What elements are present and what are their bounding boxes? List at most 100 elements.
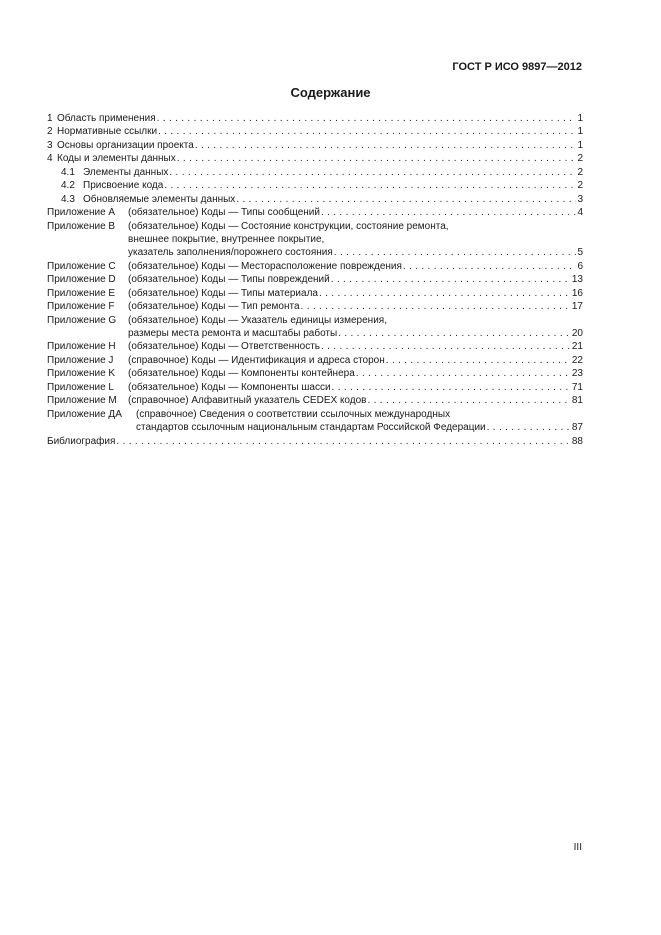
toc-entry-continuation: внешнее покрытие, внутреннее покрытие, (47, 233, 583, 246)
entry-title: (справочное) Алфавитный указатель CEDEX … (128, 395, 367, 407)
entry-title: Библиография (47, 435, 116, 447)
entry-number: Приложение E (47, 287, 116, 299)
entry-number (47, 233, 128, 246)
entry-number: 3 (47, 139, 53, 151)
toc-entry[interactable]: Приложение D (обязательное) Коды — Типы п… (47, 273, 583, 286)
entry-number: Приложение F (47, 301, 115, 313)
entry-page: 16 (571, 287, 583, 299)
dot-leader (116, 435, 570, 448)
entry-title: (справочное) Коды — Идентификация и адре… (128, 354, 385, 366)
entry-number: Приложение ДА (47, 408, 122, 420)
entry-title: стандартов ссылочным национальным станда… (136, 422, 486, 434)
toc-entry[interactable]: Приложение А (обязательное) Коды — Типы с… (47, 206, 583, 219)
dot-leader (487, 421, 571, 434)
entry-title: (обязательное) Коды — Компоненты контейн… (128, 368, 355, 380)
toc-entry[interactable]: 4.2 Присвоение кода 2 (47, 179, 583, 192)
dot-leader (236, 193, 576, 206)
entry-page: 1 (577, 113, 583, 124)
entry-title: Обновляемые элементы данных (83, 193, 236, 205)
entry-title: Нормативные ссылки (57, 126, 158, 138)
document-designation: ГОСТ Р ИСО 9897—2012 (452, 61, 582, 73)
entry-page: 23 (571, 368, 583, 380)
dot-leader (195, 139, 577, 152)
entry-number: 2 (47, 126, 53, 138)
toc-entry-continuation: стандартов ссылочным национальным станда… (47, 421, 583, 434)
entry-page: 6 (577, 260, 583, 272)
entry-title: внешнее покрытие, внутреннее покрытие, (128, 233, 325, 245)
toc-entry[interactable]: Приложение L (обязательное) Коды — Компон… (47, 381, 583, 394)
entry-number: 1 (47, 113, 53, 124)
entry-title: Основы организации проекта (57, 139, 194, 151)
entry-number: 4 (47, 153, 53, 165)
entry-page: 1 (577, 139, 583, 151)
toc-entry-continuation: размеры места ремонта и масштабы работы 2… (47, 327, 583, 340)
toc-entry[interactable]: Приложение F (обязательное) Коды — Тип ре… (47, 300, 583, 313)
toc-entry[interactable]: Приложение M (справочное) Алфавитный указ… (47, 394, 583, 407)
toc-entry[interactable]: Приложение K (обязательное) Коды — Компон… (47, 367, 583, 380)
dot-leader (319, 287, 571, 300)
page-number: III (573, 842, 582, 853)
entry-page: 3 (577, 193, 583, 205)
entry-number: Приложение D (47, 274, 116, 286)
entry-title: Присвоение кода (83, 180, 164, 192)
dot-leader (164, 179, 576, 192)
toc-entry[interactable]: Приложение H (обязательное) Коды — Ответс… (47, 340, 583, 353)
entry-page: 4 (577, 207, 583, 219)
entry-number: Приложение G (47, 314, 117, 326)
entry-page: 20 (571, 328, 583, 339)
toc-entry[interactable]: Приложение G (обязательное) Коды — Указат… (47, 314, 583, 327)
entry-number: Приложение H (47, 341, 116, 353)
dot-leader (301, 300, 571, 313)
toc-entry[interactable]: Библиография 88 (47, 435, 583, 448)
toc-entry[interactable]: Приложение В (обязательное) Коды — Состоя… (47, 220, 583, 233)
dot-leader (386, 354, 571, 367)
toc-entry[interactable]: 2 Нормативные ссылки 1 (47, 125, 583, 138)
dot-leader (169, 166, 576, 179)
entry-number (47, 246, 128, 259)
dot-leader (403, 260, 577, 273)
entry-page: 13 (571, 274, 583, 286)
toc-entry[interactable]: 4 Коды и элементы данных 2 (47, 152, 583, 165)
dot-leader (332, 381, 571, 394)
entry-number: Приложение А (47, 207, 116, 219)
page-title: Содержание (290, 85, 371, 100)
toc-entry[interactable]: 4.3 Обновляемые элементы данных 3 (47, 193, 583, 206)
entry-page: 81 (571, 395, 583, 407)
toc-entry[interactable]: 3 Основы организации проекта 1 (47, 139, 583, 152)
dot-leader (321, 206, 576, 219)
entry-number: Приложение K (47, 368, 116, 380)
entry-title: Область применения (57, 113, 156, 124)
entry-page: 2 (577, 166, 583, 178)
toc-entry[interactable]: Приложение E (обязательное) Коды — Типы м… (47, 287, 583, 300)
toc-entry[interactable]: 4.1 Элементы данных 2 (47, 166, 583, 179)
entry-page: 2 (577, 153, 583, 165)
toc-entry[interactable]: Приложение ДА (справочное) Сведения о соо… (47, 408, 583, 421)
entry-title: (обязательное) Коды — Ответственность (128, 341, 320, 353)
dot-leader (334, 246, 577, 259)
entry-number: Приложение J (47, 354, 114, 366)
toc-entry-continuation: указатель заполнения/порожнего состояния… (47, 246, 583, 259)
entry-title: (обязательное) Коды — Компоненты шасси (128, 381, 331, 393)
dot-leader (157, 112, 577, 125)
toc-entry[interactable]: Приложение С (обязательное) Коды — Местор… (47, 260, 583, 273)
dot-leader (177, 152, 577, 165)
entry-page: 87 (571, 422, 583, 434)
entry-page: 2 (577, 180, 583, 192)
entry-title: (обязательное) Коды — Тип ремонта (128, 301, 300, 313)
entry-title: Элементы данных (83, 166, 169, 178)
entry-title: (обязательное) Коды — Типы материала (128, 287, 318, 299)
dot-leader (331, 273, 571, 286)
entry-number: Приложение L (47, 381, 114, 393)
toc-entry[interactable]: Приложение J (справочное) Коды — Идентифи… (47, 354, 583, 367)
entry-page: 88 (571, 435, 583, 447)
entry-title: (обязательное) Коды — Типы сообщений (128, 207, 320, 219)
entry-title: (обязательное) Коды — Месторасположение … (128, 260, 402, 272)
entry-number (47, 327, 128, 340)
dot-leader (158, 125, 576, 138)
dot-leader (321, 340, 571, 353)
entry-number: 4.3 (61, 193, 75, 205)
toc-entry[interactable]: 1 Область применения 1 (47, 112, 583, 125)
entry-number: 4.1 (61, 166, 75, 178)
entry-page: 17 (571, 301, 583, 313)
